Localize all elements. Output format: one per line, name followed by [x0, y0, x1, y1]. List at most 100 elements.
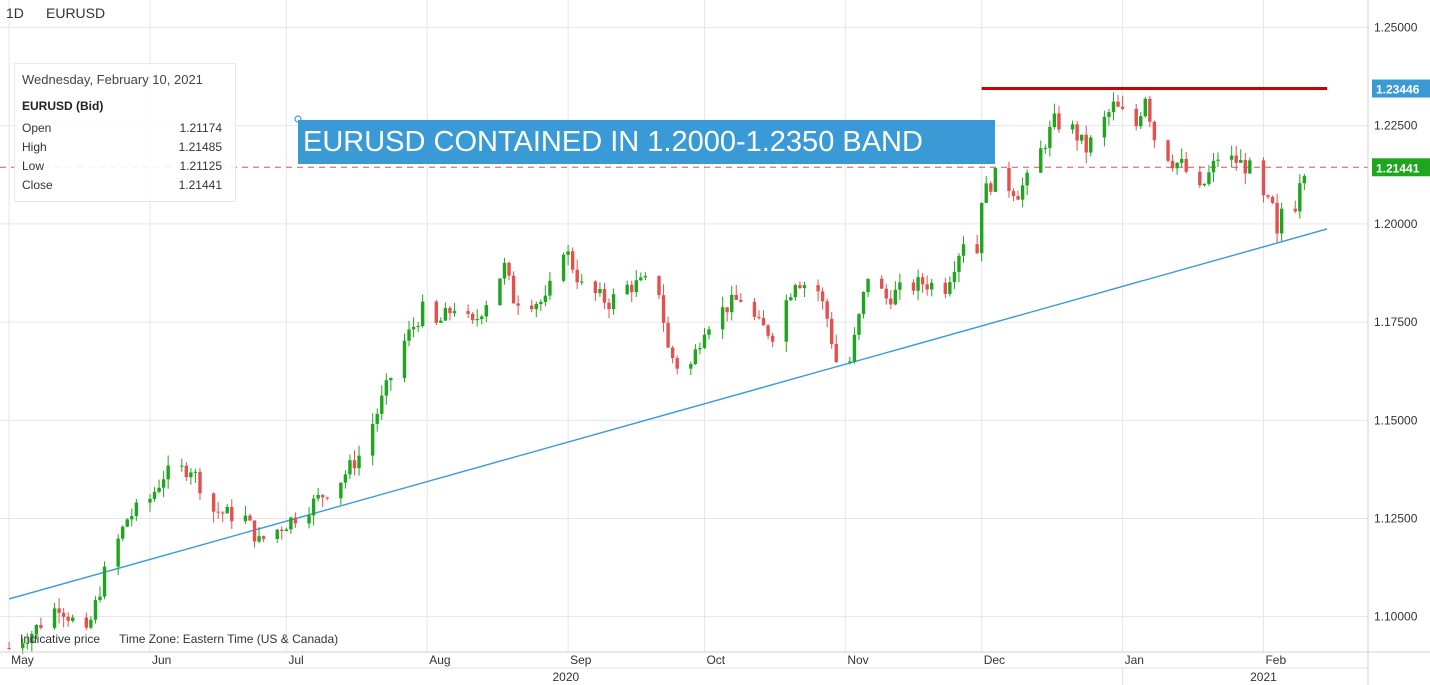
annotation-banner[interactable]: EURUSD CONTAINED IN 1.2000-1.2350 BAND: [298, 120, 995, 164]
candle-body: [507, 262, 511, 276]
info-label: Close: [22, 178, 53, 192]
candle-body: [625, 284, 629, 295]
info-label: Open: [22, 121, 52, 135]
candle-body: [789, 297, 793, 301]
info-value: 1.21485: [178, 140, 222, 154]
candle-body: [1111, 101, 1116, 113]
candle-body: [25, 642, 29, 644]
candle-body: [389, 378, 393, 381]
candle-body: [448, 308, 452, 314]
candle-body: [1070, 124, 1075, 130]
x-tick-label: Jun: [152, 653, 171, 667]
candle-body: [611, 294, 616, 310]
candle-body: [148, 498, 152, 503]
candle-body: [216, 511, 220, 513]
candle-body: [1148, 98, 1152, 122]
candle-body: [1084, 134, 1088, 153]
candles: [7, 92, 1307, 654]
price-tag: [1372, 79, 1430, 98]
candle-body: [720, 307, 725, 330]
candle-body: [416, 326, 420, 328]
candle-body: [1202, 183, 1207, 186]
symbol-label[interactable]: EURUSD: [46, 5, 106, 21]
candle-body: [566, 251, 570, 255]
candle-body: [916, 277, 920, 291]
candle-body: [434, 301, 439, 323]
candle-body: [766, 325, 770, 336]
candle-body: [1239, 160, 1243, 163]
candle-body: [925, 284, 929, 290]
candle-body: [761, 318, 766, 326]
candle-body: [325, 497, 329, 499]
candle-body: [1179, 158, 1184, 163]
candle-body: [1120, 106, 1125, 109]
candle-body: [898, 282, 902, 290]
candle-body: [539, 302, 543, 305]
candle-body: [1016, 196, 1020, 200]
candle-body: [1243, 160, 1247, 174]
candle-body: [89, 619, 93, 628]
candle-body: [1007, 167, 1011, 192]
candle-body: [820, 291, 825, 302]
candle-body: [130, 516, 134, 520]
year-label: 2021: [1250, 670, 1277, 684]
candle-body: [929, 282, 934, 290]
candle-body: [480, 316, 484, 320]
candle-body: [21, 643, 25, 649]
candle-body: [61, 612, 66, 617]
candle-body: [420, 301, 425, 327]
candle-body: [530, 305, 534, 310]
candle-body: [802, 285, 807, 289]
info-value: 1.21125: [179, 159, 223, 173]
info-date: Wednesday, February 10, 2021: [22, 72, 203, 87]
candle-body: [1102, 116, 1107, 138]
year-label: 2020: [552, 670, 579, 684]
candle-body: [948, 282, 952, 294]
candle-body: [1184, 158, 1188, 172]
x-tick-label: Sep: [570, 653, 592, 667]
candle-body: [666, 322, 670, 348]
candle-body: [57, 608, 61, 613]
candle-body: [484, 305, 488, 317]
x-tick-label: Feb: [1265, 653, 1286, 667]
candle-body: [1134, 108, 1138, 127]
candle-body: [598, 289, 602, 294]
candle-body: [920, 277, 925, 285]
interval-label[interactable]: 1D: [6, 5, 24, 21]
candle-body: [1089, 137, 1093, 153]
candle-body: [979, 202, 984, 254]
candle-body: [693, 349, 698, 365]
candle-body: [1275, 202, 1279, 234]
candle-body: [280, 529, 284, 532]
candle-body: [707, 329, 711, 335]
indicative-price-label: Indicative price: [20, 632, 101, 646]
candle-body: [52, 608, 57, 628]
candle-body: [516, 303, 520, 306]
candle-body: [30, 633, 34, 643]
x-tick-label: Nov: [847, 653, 868, 667]
candle-body: [952, 271, 957, 283]
candle-body: [339, 482, 343, 499]
candle-body: [866, 278, 870, 292]
candle-body: [984, 183, 988, 203]
candle-body: [1011, 191, 1016, 197]
candle-body: [1216, 159, 1220, 161]
info-value: 1.21441: [178, 178, 222, 192]
ohlc-info-box: Wednesday, February 10, 2021 EURUSD (Bid…: [14, 63, 236, 202]
candle-body: [102, 566, 107, 597]
candle-body: [861, 291, 866, 315]
candle-body: [189, 472, 193, 478]
price-tag-label: 1.23446: [1376, 83, 1420, 97]
candle-body: [257, 536, 261, 542]
candle-body: [698, 347, 702, 350]
y-tick-label: 1.10000: [1374, 610, 1418, 624]
candle-body: [1170, 160, 1175, 169]
candle-body: [134, 502, 139, 517]
candle-body: [275, 529, 279, 539]
candle-body: [834, 344, 838, 363]
candle-body: [730, 294, 734, 313]
candle-body: [580, 281, 584, 283]
candle-body: [830, 318, 834, 345]
candle-body: [220, 512, 225, 514]
candle-body: [957, 255, 961, 272]
